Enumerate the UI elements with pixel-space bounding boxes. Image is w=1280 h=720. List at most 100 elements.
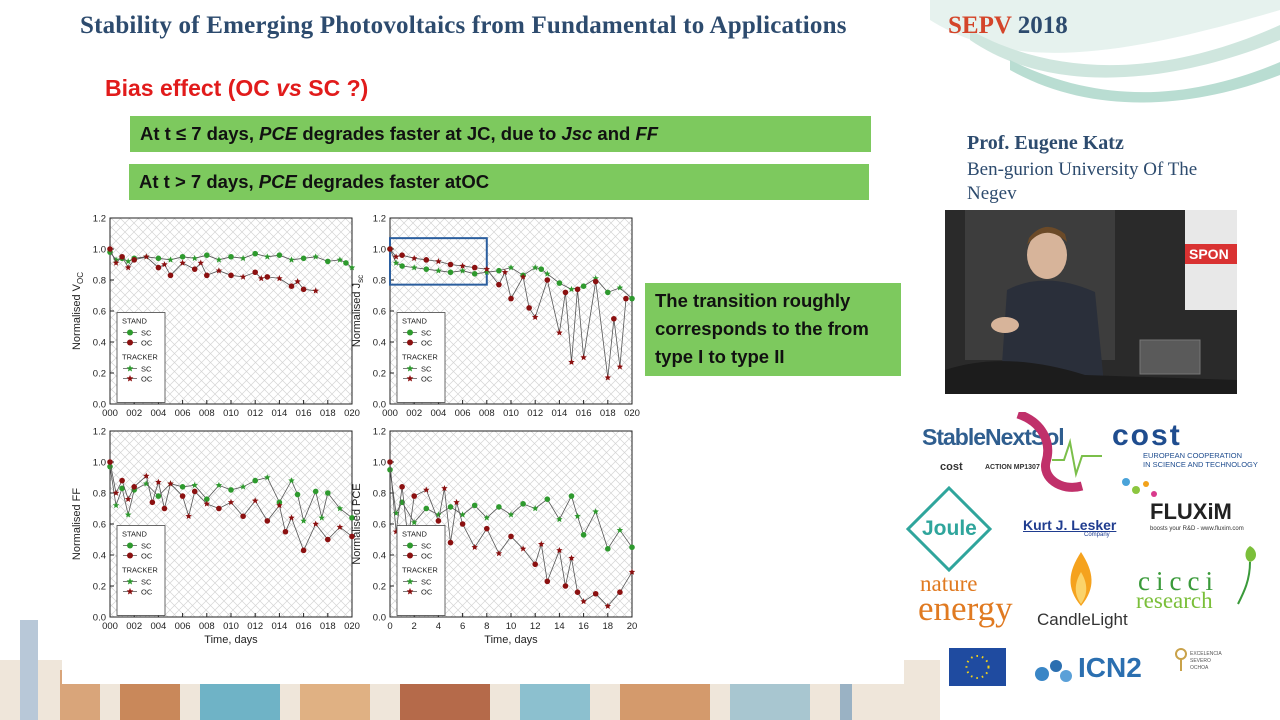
y-axis-label: Normalised FF bbox=[71, 488, 83, 560]
lesker-logo: Kurt J. Lesker bbox=[1023, 517, 1117, 533]
legend-label: OC bbox=[141, 587, 153, 596]
y-axis-label: Normalised VOC bbox=[71, 272, 85, 350]
data-point bbox=[411, 254, 418, 262]
legend-group-stand: STAND bbox=[122, 530, 147, 539]
x-tick-label: 004 bbox=[150, 408, 166, 419]
x-tick-label: 016 bbox=[296, 621, 312, 632]
x-tick-label: 10 bbox=[506, 621, 517, 632]
data-point bbox=[544, 578, 551, 585]
data-point bbox=[336, 256, 344, 263]
data-point bbox=[447, 269, 454, 276]
legend-marker bbox=[406, 365, 414, 372]
data-point bbox=[204, 272, 210, 279]
data-point bbox=[294, 491, 301, 498]
data-point bbox=[155, 478, 162, 485]
data-point bbox=[423, 505, 430, 512]
y-tick-label: 0.2 bbox=[93, 582, 106, 593]
data-point bbox=[459, 262, 466, 269]
legend-marker bbox=[407, 542, 413, 549]
x-tick-label: 000 bbox=[102, 621, 118, 632]
heading-vs: vs bbox=[276, 75, 302, 101]
data-point bbox=[629, 544, 635, 551]
x-tick-label: 020 bbox=[344, 408, 360, 419]
data-point bbox=[215, 481, 223, 488]
data-point bbox=[215, 256, 223, 263]
y-axis-label: Normalised Jsc bbox=[351, 275, 365, 347]
speaker-video[interactable]: SPON bbox=[945, 210, 1237, 394]
legend-group-tracker: TRACKER bbox=[122, 566, 158, 575]
data-point bbox=[300, 517, 307, 524]
legend-marker bbox=[126, 587, 134, 595]
x-tick-label: 020 bbox=[624, 408, 640, 419]
data-point bbox=[282, 528, 289, 535]
data-point bbox=[264, 253, 271, 260]
data-point bbox=[197, 259, 204, 266]
legend-marker bbox=[406, 375, 414, 382]
legend-group-stand: STAND bbox=[402, 530, 427, 539]
data-point bbox=[312, 287, 319, 294]
x-tick-label: 010 bbox=[223, 621, 239, 632]
x-tick-label: 002 bbox=[126, 621, 142, 632]
x-tick-label: 14 bbox=[554, 621, 565, 632]
legend-marker bbox=[406, 577, 414, 585]
icn2-molecule-icon bbox=[1035, 660, 1072, 682]
data-point bbox=[496, 504, 502, 510]
y-tick-label: 0.8 bbox=[93, 276, 106, 287]
stablenextsol-ribbon-icon bbox=[1016, 412, 1102, 492]
data-point bbox=[300, 286, 307, 293]
data-point bbox=[349, 515, 355, 521]
data-point bbox=[556, 516, 563, 523]
legend-group-stand: STAND bbox=[122, 317, 147, 326]
y-tick-label: 1.2 bbox=[93, 214, 106, 225]
x-tick-label: 006 bbox=[175, 408, 191, 419]
data-point bbox=[149, 499, 156, 506]
y-tick-label: 1.2 bbox=[93, 427, 106, 438]
data-point bbox=[155, 255, 162, 262]
data-point bbox=[312, 488, 319, 495]
speaker-affiliation-2: Negev bbox=[967, 183, 1017, 204]
y-tick-label: 0.4 bbox=[93, 551, 106, 562]
fluxim-tagline: boosts your R&D - www.fluxim.com bbox=[1150, 526, 1244, 532]
data-point bbox=[143, 253, 150, 260]
y-tick-label: 1.2 bbox=[373, 427, 386, 438]
severo-line-2: SEVERO bbox=[1190, 658, 1211, 664]
data-point bbox=[179, 484, 186, 490]
data-point bbox=[112, 256, 120, 263]
data-point bbox=[411, 493, 418, 499]
x-tick-label: 018 bbox=[320, 408, 336, 419]
data-point bbox=[228, 253, 234, 260]
data-point bbox=[544, 496, 551, 503]
data-point bbox=[392, 509, 400, 516]
legend-group-tracker: TRACKER bbox=[402, 566, 438, 575]
data-point bbox=[167, 480, 174, 487]
box1-text-1: At t ≤ 7 days, bbox=[140, 123, 260, 144]
data-point bbox=[538, 540, 545, 547]
data-point bbox=[623, 295, 629, 302]
data-point bbox=[107, 459, 113, 465]
y-tick-label: 0.0 bbox=[93, 613, 106, 624]
speaker-name: Prof. Eugene Katz bbox=[967, 132, 1124, 154]
data-point bbox=[441, 485, 448, 492]
data-point bbox=[131, 484, 137, 490]
data-point bbox=[288, 283, 295, 289]
wave-decoration bbox=[930, 0, 1280, 103]
legend-marker bbox=[127, 329, 133, 336]
legend-label: SC bbox=[421, 328, 432, 337]
data-point bbox=[423, 257, 430, 263]
data-point bbox=[155, 493, 162, 499]
video-frame: SPON bbox=[945, 210, 1237, 394]
legend-box bbox=[396, 312, 446, 403]
video-banner-text: SPON bbox=[1189, 246, 1229, 262]
y-tick-label: 0.2 bbox=[93, 369, 106, 380]
data-point bbox=[556, 280, 563, 286]
data-point bbox=[392, 253, 400, 260]
x-tick-label: 004 bbox=[430, 408, 446, 419]
data-point bbox=[611, 315, 617, 322]
y-axis-label: Normalised PCE bbox=[351, 483, 363, 564]
legend-label: OC bbox=[421, 587, 433, 596]
legend-label: SC bbox=[141, 328, 152, 337]
data-point bbox=[526, 305, 532, 311]
heading-prefix: Bias effect (OC bbox=[105, 75, 277, 101]
y-tick-label: 0.6 bbox=[373, 520, 386, 531]
box1-text-2: degrades faster at JC, due to bbox=[297, 123, 562, 144]
